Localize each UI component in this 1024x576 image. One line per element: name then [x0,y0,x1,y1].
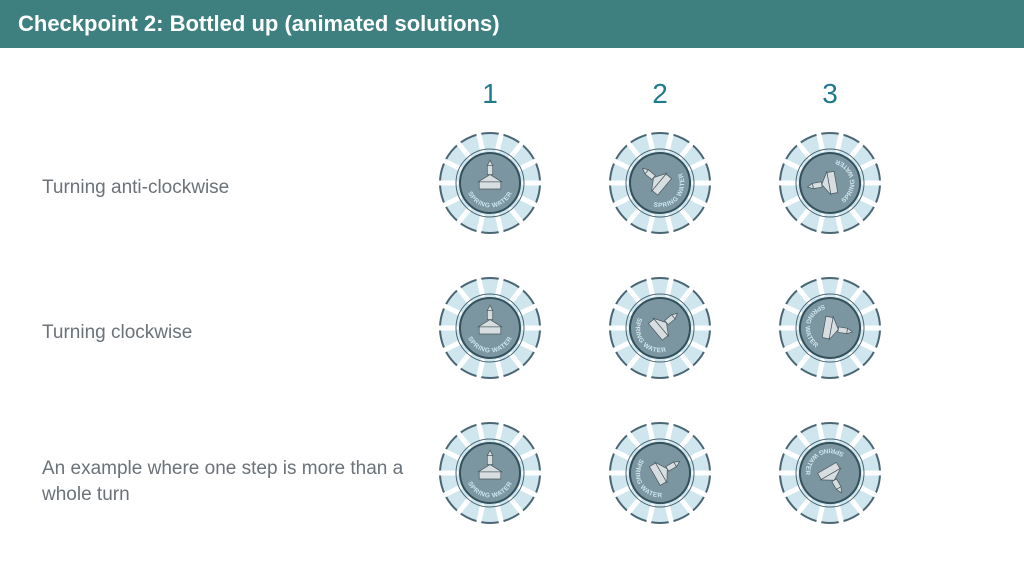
bottle-cap: SPRING WATER [777,130,883,236]
bottle-cap: SPRING WATER [607,420,713,526]
column-header: 3 [810,78,850,110]
bottle-cap: SPRING WATER [777,420,883,526]
row-label: Turning anti-clockwise [42,175,422,201]
column-header: 2 [640,78,680,110]
column-header: 1 [470,78,510,110]
bottle-cap: SPRING WATER [607,130,713,236]
page-title: Checkpoint 2: Bottled up (animated solut… [18,11,500,37]
title-bar: Checkpoint 2: Bottled up (animated solut… [0,0,1024,48]
bottle-cap: SPRING WATER [437,420,543,526]
bottle-cap: SPRING WATER [607,275,713,381]
row-label: An example where one step is more than a… [42,456,422,507]
content-area: 1 2 3 Turning anti-clockwise Turning clockw… [0,48,1024,576]
bottle-cap: SPRING WATER [437,275,543,381]
bottle-cap: SPRING WATER [777,275,883,381]
bottle-cap: SPRING WATER [437,130,543,236]
row-label: Turning clockwise [42,320,422,346]
column-headers: 1 2 3 [0,78,1024,118]
